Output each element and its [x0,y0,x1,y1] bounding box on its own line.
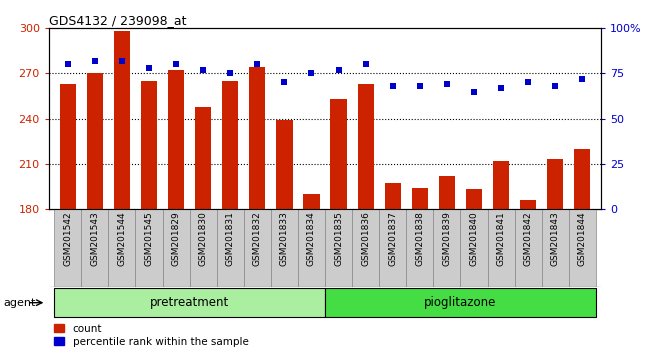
Bar [86,73,103,209]
Point [306,70,317,76]
Point [442,81,452,87]
Point [62,62,73,67]
Point [117,58,127,64]
Bar [190,209,216,287]
Bar [547,159,564,209]
Text: GSM201829: GSM201829 [172,211,181,266]
Bar [222,81,239,209]
Bar [574,149,590,209]
Text: GSM201545: GSM201545 [144,211,153,266]
Bar [60,84,76,209]
Bar [244,209,271,287]
Bar [358,84,374,209]
Point [171,62,181,67]
Point [387,83,398,89]
Bar [304,194,320,209]
Bar [406,209,434,287]
Bar [109,209,135,287]
Point [252,62,263,67]
Bar [569,209,596,287]
Text: GSM201841: GSM201841 [497,211,506,266]
Text: GSM201835: GSM201835 [334,211,343,266]
Bar [379,209,406,287]
Text: GSM201830: GSM201830 [199,211,207,266]
Point [523,80,533,85]
Bar [439,176,455,209]
Bar [81,209,109,287]
Bar [168,70,184,209]
Text: agent: agent [3,298,36,308]
Point [144,65,154,71]
Bar [114,31,130,209]
Text: GSM201836: GSM201836 [361,211,370,266]
Point [333,67,344,73]
Point [198,67,209,73]
Bar [411,188,428,209]
Point [550,83,560,89]
Point [415,83,425,89]
Bar [515,209,541,287]
Text: GSM201543: GSM201543 [90,211,99,266]
Bar [54,209,81,287]
Bar [298,209,325,287]
Point [225,70,235,76]
Bar [276,120,292,209]
Bar [466,189,482,209]
Bar [352,209,379,287]
Bar [541,209,569,287]
Text: GSM201542: GSM201542 [63,211,72,266]
Text: GSM201833: GSM201833 [280,211,289,266]
Bar [325,288,596,317]
Legend: count, percentile rank within the sample: count, percentile rank within the sample [54,324,248,347]
Point [496,85,506,91]
Point [360,62,370,67]
Text: pretreatment: pretreatment [150,296,229,309]
Text: GSM201839: GSM201839 [443,211,451,266]
Bar [162,209,190,287]
Bar [271,209,298,287]
Bar [54,288,325,317]
Bar [520,200,536,209]
Bar [493,161,509,209]
Text: GSM201840: GSM201840 [469,211,478,266]
Text: GSM201832: GSM201832 [253,211,262,266]
Text: GSM201838: GSM201838 [415,211,424,266]
Point [280,80,290,85]
Bar [385,183,401,209]
Text: pioglitazone: pioglitazone [424,296,497,309]
Bar [249,67,265,209]
Text: GSM201831: GSM201831 [226,211,235,266]
Point [90,58,100,64]
Bar [325,209,352,287]
Bar [460,209,488,287]
Text: GSM201844: GSM201844 [578,211,587,266]
Text: GSM201834: GSM201834 [307,211,316,266]
Text: GSM201544: GSM201544 [118,211,126,266]
Bar [141,81,157,209]
Point [577,76,588,82]
Point [469,88,479,94]
Bar [195,107,211,209]
Text: GSM201842: GSM201842 [524,211,532,266]
Bar [135,209,162,287]
Bar [434,209,460,287]
Bar [216,209,244,287]
Text: GDS4132 / 239098_at: GDS4132 / 239098_at [49,14,187,27]
Text: GSM201837: GSM201837 [388,211,397,266]
Bar [488,209,515,287]
Text: GSM201843: GSM201843 [551,211,560,266]
Bar [330,99,346,209]
